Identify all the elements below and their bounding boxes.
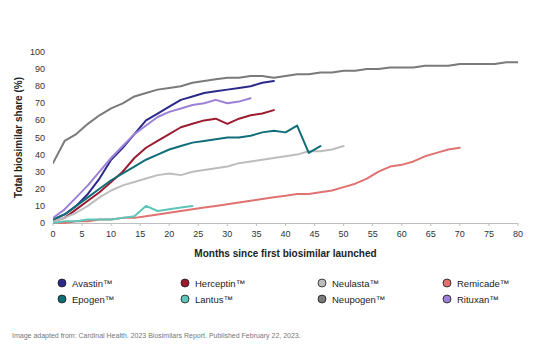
legend-marker [318, 295, 326, 303]
x-tick [401, 223, 402, 226]
x-tick [459, 223, 460, 226]
series-line [53, 98, 251, 218]
x-tick-label: 50 [339, 229, 349, 239]
legend-marker [181, 279, 189, 287]
series-line [53, 146, 344, 221]
y-axis-label: Total biosimilar share (%) [13, 77, 24, 198]
series-line [53, 148, 460, 223]
x-tick [430, 223, 431, 226]
x-tick [140, 223, 141, 226]
legend-label: Rituxan™ [457, 294, 499, 305]
x-tick [285, 223, 286, 226]
legend-label: Avastin™ [72, 278, 112, 289]
x-tick-label: 10 [106, 229, 116, 239]
x-tick-label: 60 [397, 229, 407, 239]
y-tick-label: 80 [35, 81, 45, 91]
x-tick [169, 223, 170, 226]
x-tick-label: 40 [280, 229, 290, 239]
x-tick-label: 5 [80, 229, 85, 239]
y-tick-label: 70 [35, 98, 45, 108]
y-tick [50, 69, 53, 70]
series-line [53, 62, 518, 163]
legend-marker [181, 295, 189, 303]
y-tick-label: 30 [35, 167, 45, 177]
x-tick [488, 223, 489, 226]
legend-label: Lantus™ [195, 294, 233, 305]
x-tick [343, 223, 344, 226]
legend-label: Neulasta™ [332, 278, 379, 289]
series-line [53, 126, 320, 220]
legend-marker [443, 295, 451, 303]
y-tick [50, 188, 53, 189]
x-tick [372, 223, 373, 226]
y-tick [50, 205, 53, 206]
y-tick-label: 40 [35, 150, 45, 160]
x-tick [198, 223, 199, 226]
y-tick [50, 103, 53, 104]
y-tick [50, 120, 53, 121]
x-tick [227, 223, 228, 226]
legend-marker [58, 295, 66, 303]
x-tick [518, 223, 519, 226]
chart-svg: 0 10 20 30 40 50 60 70 80 90 100 0 5 10 15 20 25 30 35 40 45… [0, 0, 540, 360]
x-axis-label: Months since first biosimilar launched [194, 248, 376, 259]
x-tick-label: 20 [164, 229, 174, 239]
y-tick-label: 90 [35, 64, 45, 74]
series-line [53, 206, 193, 223]
y-tick-label: 60 [35, 115, 45, 125]
legend-label: Herceptin™ [195, 278, 245, 289]
y-tick-label: 20 [35, 184, 45, 194]
y-tick [50, 86, 53, 87]
y-tick-label: 50 [35, 133, 45, 143]
chart-container: 0 10 20 30 40 50 60 70 80 90 100 0 5 10 15 20 25 30 35 40 45… [0, 0, 540, 360]
x-tick-label: 30 [222, 229, 232, 239]
y-tick-label: 0 [40, 218, 45, 228]
x-tick [111, 223, 112, 226]
y-tick [50, 154, 53, 155]
x-tick [314, 223, 315, 226]
x-tick-label: 45 [310, 229, 320, 239]
x-tick [82, 223, 83, 226]
legend-label: Epogen™ [72, 294, 114, 305]
y-tick-label: 100 [30, 47, 45, 57]
x-tick-label: 75 [484, 229, 494, 239]
y-tick [50, 137, 53, 138]
y-tick [50, 52, 53, 53]
legend-marker [58, 279, 66, 287]
series-line [53, 110, 274, 221]
x-tick-label: 35 [251, 229, 261, 239]
plot-lines [53, 62, 518, 223]
legend-marker [443, 279, 451, 287]
y-tick [50, 171, 53, 172]
x-tick [256, 223, 257, 226]
x-tick-label: 65 [426, 229, 436, 239]
x-tick-label: 25 [193, 229, 203, 239]
source-note: Image adapted from: Cardinal Health. 202… [12, 332, 301, 340]
x-tick-label: 55 [368, 229, 378, 239]
x-tick-label: 80 [513, 229, 523, 239]
legend-marker [318, 279, 326, 287]
y-tick-label: 10 [35, 201, 45, 211]
x-tick-label: 15 [135, 229, 145, 239]
legend-label: Remicade™ [457, 278, 509, 289]
x-tick-label: 0 [50, 229, 55, 239]
legend-label: Neupogen™ [332, 294, 385, 305]
x-tick-label: 70 [455, 229, 465, 239]
